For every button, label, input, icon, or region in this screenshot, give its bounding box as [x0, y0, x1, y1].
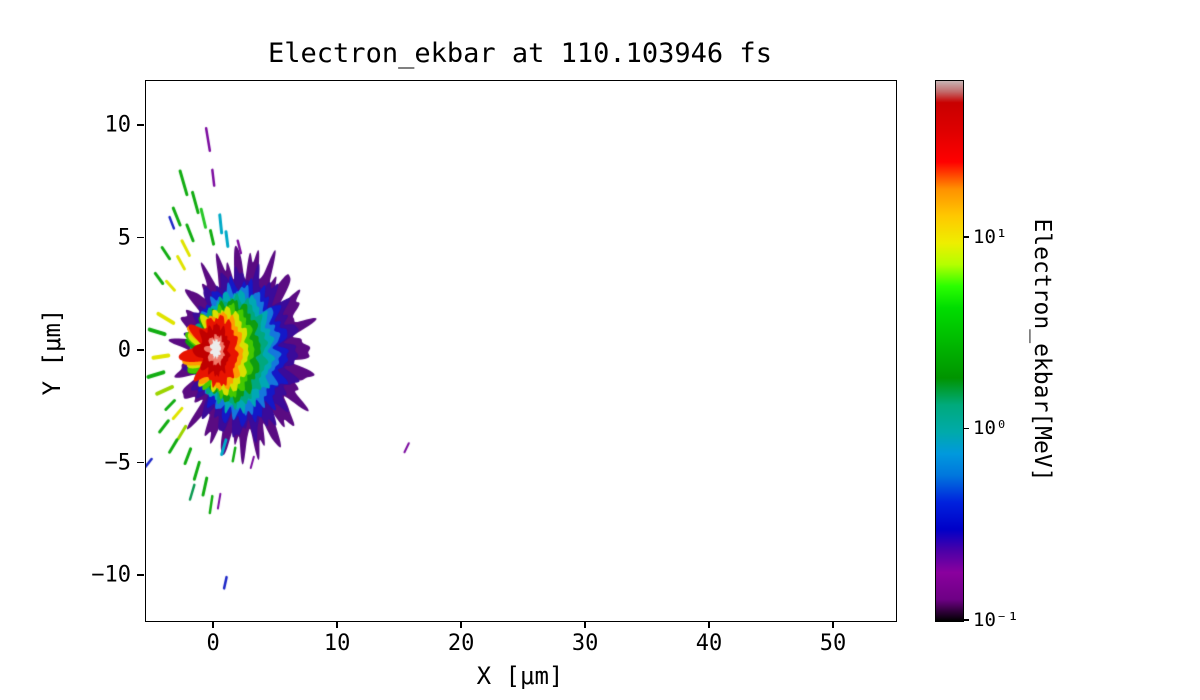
colorbar-tick-label: 10⁰	[973, 417, 1008, 440]
y-tick-label: −5	[104, 450, 132, 475]
heatmap-canvas	[146, 81, 896, 621]
colorbar-tick-mark	[964, 619, 969, 621]
x-tick-label: 40	[695, 631, 723, 656]
y-axis-label: Y [μm]	[38, 308, 66, 396]
y-tick-label: 5	[117, 225, 131, 250]
x-tick-mark	[832, 621, 834, 628]
colorbar-tick-label: 10⁻¹	[973, 609, 1019, 631]
y-tick-label: −10	[91, 562, 131, 588]
x-tick-mark	[584, 621, 586, 628]
x-tick-mark	[708, 621, 710, 628]
colorbar-label: Electron_ekbar[MeV]	[1029, 218, 1055, 482]
y-tick-mark	[137, 124, 144, 126]
colorbar	[935, 80, 964, 622]
x-tick-label: 10	[323, 631, 351, 656]
colorbar-tick-label: 10¹	[973, 225, 1008, 248]
x-tick-label: 30	[571, 631, 599, 656]
y-tick-mark	[137, 461, 144, 464]
y-tick-mark	[137, 349, 144, 351]
plot-area	[145, 80, 897, 622]
x-tick-mark	[460, 621, 462, 628]
colorbar-tick-mark	[964, 236, 969, 238]
x-tick-mark	[212, 621, 214, 628]
y-tick-label: 0	[117, 337, 131, 363]
y-tick-mark	[137, 574, 144, 576]
colorbar-tick-mark	[964, 427, 969, 430]
x-axis-label: X [μm]	[476, 662, 564, 690]
x-tick-mark	[336, 621, 338, 628]
x-tick-label: 0	[206, 631, 220, 656]
y-tick-label: 10	[104, 112, 132, 138]
x-tick-label: 50	[819, 631, 847, 656]
plot-title: Electron_ekbar at 110.103946 fs	[268, 38, 772, 69]
x-tick-label: 20	[447, 631, 475, 656]
y-tick-mark	[137, 236, 144, 239]
